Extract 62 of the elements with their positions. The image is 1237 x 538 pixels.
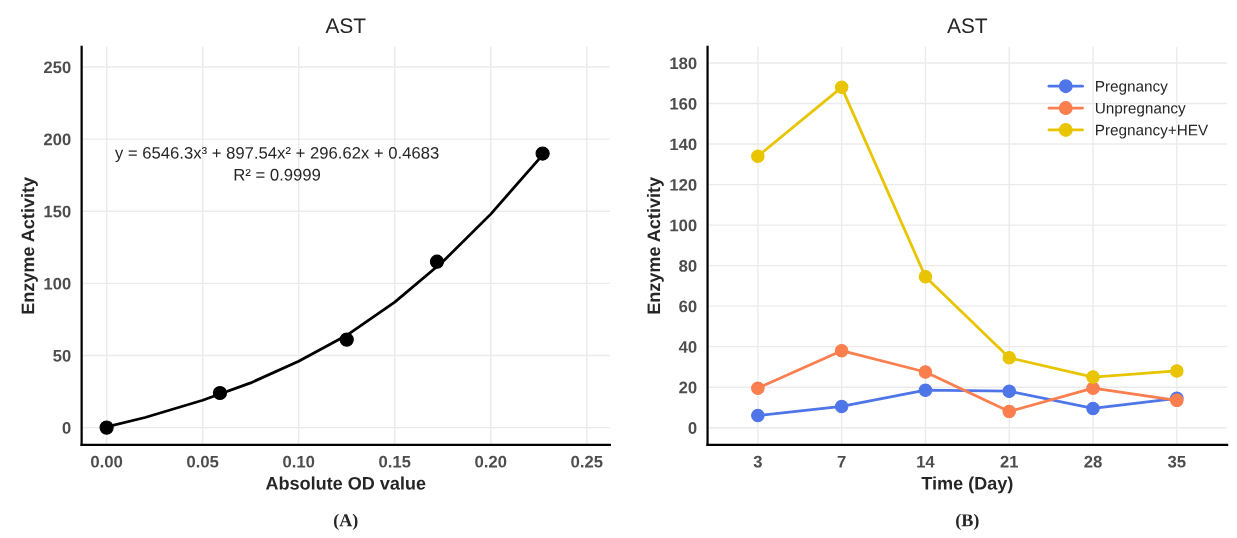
legend-label: Pregnancy+HEV [1096,124,1209,139]
x-axis-title: Time (Day) [921,476,1013,494]
legend-label: Unpregnancy [1095,102,1186,117]
x-tick-label: 0.20 [475,455,507,468]
point [751,408,765,423]
point [429,254,445,269]
y-axis-title: Enzyme Activity [646,177,664,314]
y-axis-title: Enzyme Activity [21,177,38,314]
point [1002,404,1016,419]
point [339,332,354,347]
x-axis-title: Absolute OD value [265,476,426,490]
y-tick-label: 20 [679,381,697,394]
chart-title: AST [947,18,988,34]
x-tick-label: 14 [917,455,935,468]
point [834,343,849,358]
y-tick-label: 140 [670,138,697,151]
point [1002,351,1016,365]
point [834,80,849,95]
y-tick-label: 40 [678,341,697,353]
x-tick-label: 21 [1000,455,1019,468]
x-tick-label: 0.15 [379,455,411,468]
y-tick-label: 0 [688,422,697,434]
point [1170,364,1184,378]
point [918,365,933,379]
text: (A) [334,513,358,531]
y-tick-label: 50 [53,349,71,362]
x-tick-label: 35 [1167,455,1186,468]
x-tick-label: 3 [753,455,762,468]
x-tick-label: 0.10 [283,455,315,468]
x-tick-label: 7 [837,455,846,468]
point [212,385,228,401]
legend-label: Pregnancy [1096,81,1168,95]
point [1086,401,1100,416]
y-tick-label: 60 [679,300,697,313]
y-tick-label: 250 [44,61,71,74]
y-tick-label: 150 [44,205,71,218]
point [918,383,933,397]
x-tick-label: 0.00 [91,455,123,468]
point [535,146,550,161]
y-tick-label: 100 [44,277,71,290]
chart-title: AST [325,18,366,34]
point [1086,381,1100,395]
x-tick-label: 0.05 [187,455,219,468]
point [1086,370,1100,384]
point [99,420,114,435]
y-tick-label: 160 [670,97,697,110]
y-tick-label: 80 [679,260,697,272]
y-tick-label: 120 [670,178,697,191]
annotation: R² = 0.9999 [234,168,321,181]
point [1002,384,1016,399]
point [751,381,765,395]
point [751,149,765,163]
y-tick-label: 100 [670,219,697,232]
x-tick-label: 0.25 [571,455,603,468]
point [918,269,933,284]
y-tick-label: 200 [44,133,71,146]
annotation: y = 6546.3x³ + 897.54x² + 296.62x + 0.4683 [114,146,439,163]
y-tick-label: 0 [62,422,71,434]
text: (B) [956,513,979,531]
point [834,399,849,414]
x-tick-label: 28 [1084,455,1102,468]
y-tick-label: 180 [670,57,697,70]
